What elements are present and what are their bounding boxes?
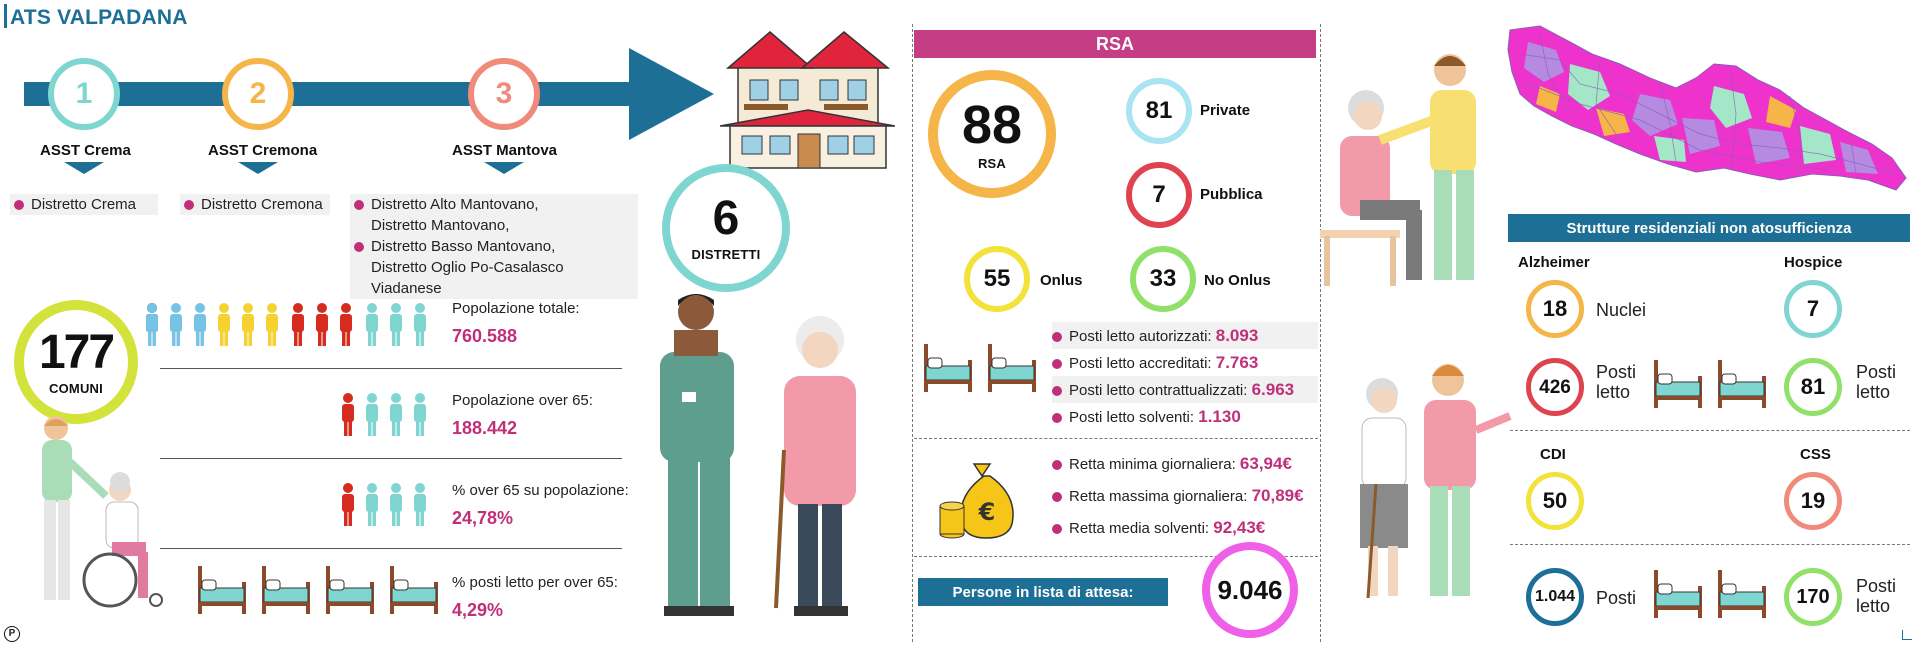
divider <box>914 556 1318 557</box>
doctor-elderly-illustration <box>660 294 856 616</box>
district-list-3: Distretto Alto Mantovano, Distretto Mant… <box>350 194 638 299</box>
step-1-name: ASST Crema <box>40 142 131 159</box>
header-title-bar <box>4 4 7 28</box>
step-3-pointer <box>484 162 524 174</box>
rsa-public-ring: 7 <box>1126 162 1192 228</box>
publisher-logo-icon: P <box>4 626 20 642</box>
divider <box>160 458 622 459</box>
pct-beds-value: 4,29% <box>452 600 504 620</box>
divider <box>914 438 1318 439</box>
cdi-ring: 50 <box>1526 472 1584 530</box>
step-3-name: ASST Mantova <box>452 142 558 159</box>
alzheimer-nuclei-ring: 18 <box>1526 280 1584 338</box>
hospice-posti-label: Posti letto <box>1856 362 1897 402</box>
step-1-ring: 1 <box>48 58 120 130</box>
rsa-total-ring: 88 RSA <box>928 70 1056 198</box>
district-list-2: Distretto Cremona <box>180 194 330 215</box>
divider <box>160 548 622 549</box>
bullet-icon <box>1052 492 1062 503</box>
rsa-fees-list: Retta minima giornaliera: 63,94€ Retta m… <box>1052 448 1318 544</box>
rsa-border-left <box>912 24 913 642</box>
beds-icons <box>198 565 439 615</box>
alzheimer-title: Alzheimer <box>1518 254 1590 271</box>
caregiver-wheelchair-illustration <box>42 416 163 608</box>
header-title: ATS VALPADANA <box>10 6 188 29</box>
comuni-ring: 177 COMUNI <box>14 300 138 424</box>
pct-over65-people-icons <box>342 483 426 526</box>
hospice-ring: 7 <box>1784 280 1842 338</box>
alzheimer-posti-ring: 426 <box>1526 358 1584 416</box>
money-bag-icon: € <box>939 463 1014 539</box>
pct-beds-label: % posti letto per over 65: <box>452 574 618 591</box>
district-list-1: Distretto Crema <box>10 194 158 215</box>
divider <box>160 368 622 369</box>
pop-over65-label: Popolazione over 65: <box>452 392 593 409</box>
rsa-border-right <box>1320 24 1321 642</box>
cdi-posti-ring: 1.044 <box>1526 568 1584 626</box>
caregiver-walking-illustration <box>1360 364 1512 599</box>
bullet-icon <box>1052 386 1062 397</box>
rsa-private-ring: 81 <box>1126 78 1192 144</box>
step-1-pointer <box>64 162 104 174</box>
bullet-icon <box>354 200 364 211</box>
step-2-pointer <box>238 162 278 174</box>
alzheimer-nuclei-label: Nuclei <box>1596 300 1647 320</box>
hospice-posti-ring: 81 <box>1784 358 1842 416</box>
rsa-banner: RSA <box>914 30 1316 58</box>
pct-over65-value: 24,78% <box>452 508 514 528</box>
bullet-icon <box>354 242 364 253</box>
bullet-icon <box>1052 460 1062 471</box>
pop-total-value: 760.588 <box>452 326 518 346</box>
step-3-ring: 3 <box>468 58 540 130</box>
rsa-onlus-ring: 55 <box>964 246 1030 312</box>
rsa-beds-icons <box>923 343 1037 393</box>
flow-arrow <box>24 48 714 140</box>
step-2-name: ASST Cremona <box>208 142 318 159</box>
population-people-icons <box>146 303 426 346</box>
cdi-posti-label: Posti <box>1596 588 1637 608</box>
bullet-icon <box>14 200 24 211</box>
bullet-icon <box>1052 359 1062 370</box>
strutture-banner: Strutture residenziali non atosufficienz… <box>1508 214 1910 242</box>
alzheimer-posti-label: Posti letto <box>1596 362 1637 402</box>
rsa-beds-list: Posti letto autorizzati: 8.093 Posti let… <box>1052 322 1318 430</box>
divider <box>1510 544 1910 545</box>
step-2-ring: 2 <box>222 58 294 130</box>
rsa-noonlus-label: No Onlus <box>1204 272 1271 289</box>
bullet-icon <box>1052 524 1062 535</box>
strutture-beds-icons-2 <box>1653 569 1767 619</box>
rsa-onlus-label: Onlus <box>1040 272 1083 289</box>
rsa-noonlus-ring: 33 <box>1130 246 1196 312</box>
pop-total-label: Popolazione totale: <box>452 300 580 317</box>
css-posti-label: Posti letto <box>1856 576 1897 616</box>
bullet-icon <box>1052 332 1062 343</box>
caregiver-helping-illustration <box>1320 54 1476 286</box>
house-illustration <box>720 31 895 169</box>
region-map <box>1507 25 1907 191</box>
bullet-icon <box>184 200 194 211</box>
waiting-list-ring: 9.046 <box>1202 542 1298 638</box>
bullet-icon <box>1052 413 1062 424</box>
rsa-private-label: Private <box>1200 102 1251 119</box>
pct-over65-label: % over 65 su popolazione: <box>452 482 629 499</box>
pop-over65-value: 188.442 <box>452 418 518 438</box>
waiting-list-banner: Persone in lista di attesa: <box>918 578 1168 606</box>
corner-mark <box>1902 630 1912 640</box>
css-ring: 19 <box>1784 472 1842 530</box>
divider <box>1510 430 1910 431</box>
strutture-beds-icons <box>1653 359 1767 409</box>
css-posti-ring: 170 <box>1784 568 1842 626</box>
css-title: CSS <box>1800 446 1831 463</box>
distretti-ring: 6 DISTRETTI <box>662 164 790 292</box>
cdi-title: CDI <box>1540 446 1566 463</box>
rsa-public-label: Pubblica <box>1200 186 1263 203</box>
hospice-title: Hospice <box>1784 254 1843 271</box>
svg-text:€: € <box>978 498 996 526</box>
over65-people-icons <box>342 393 426 436</box>
